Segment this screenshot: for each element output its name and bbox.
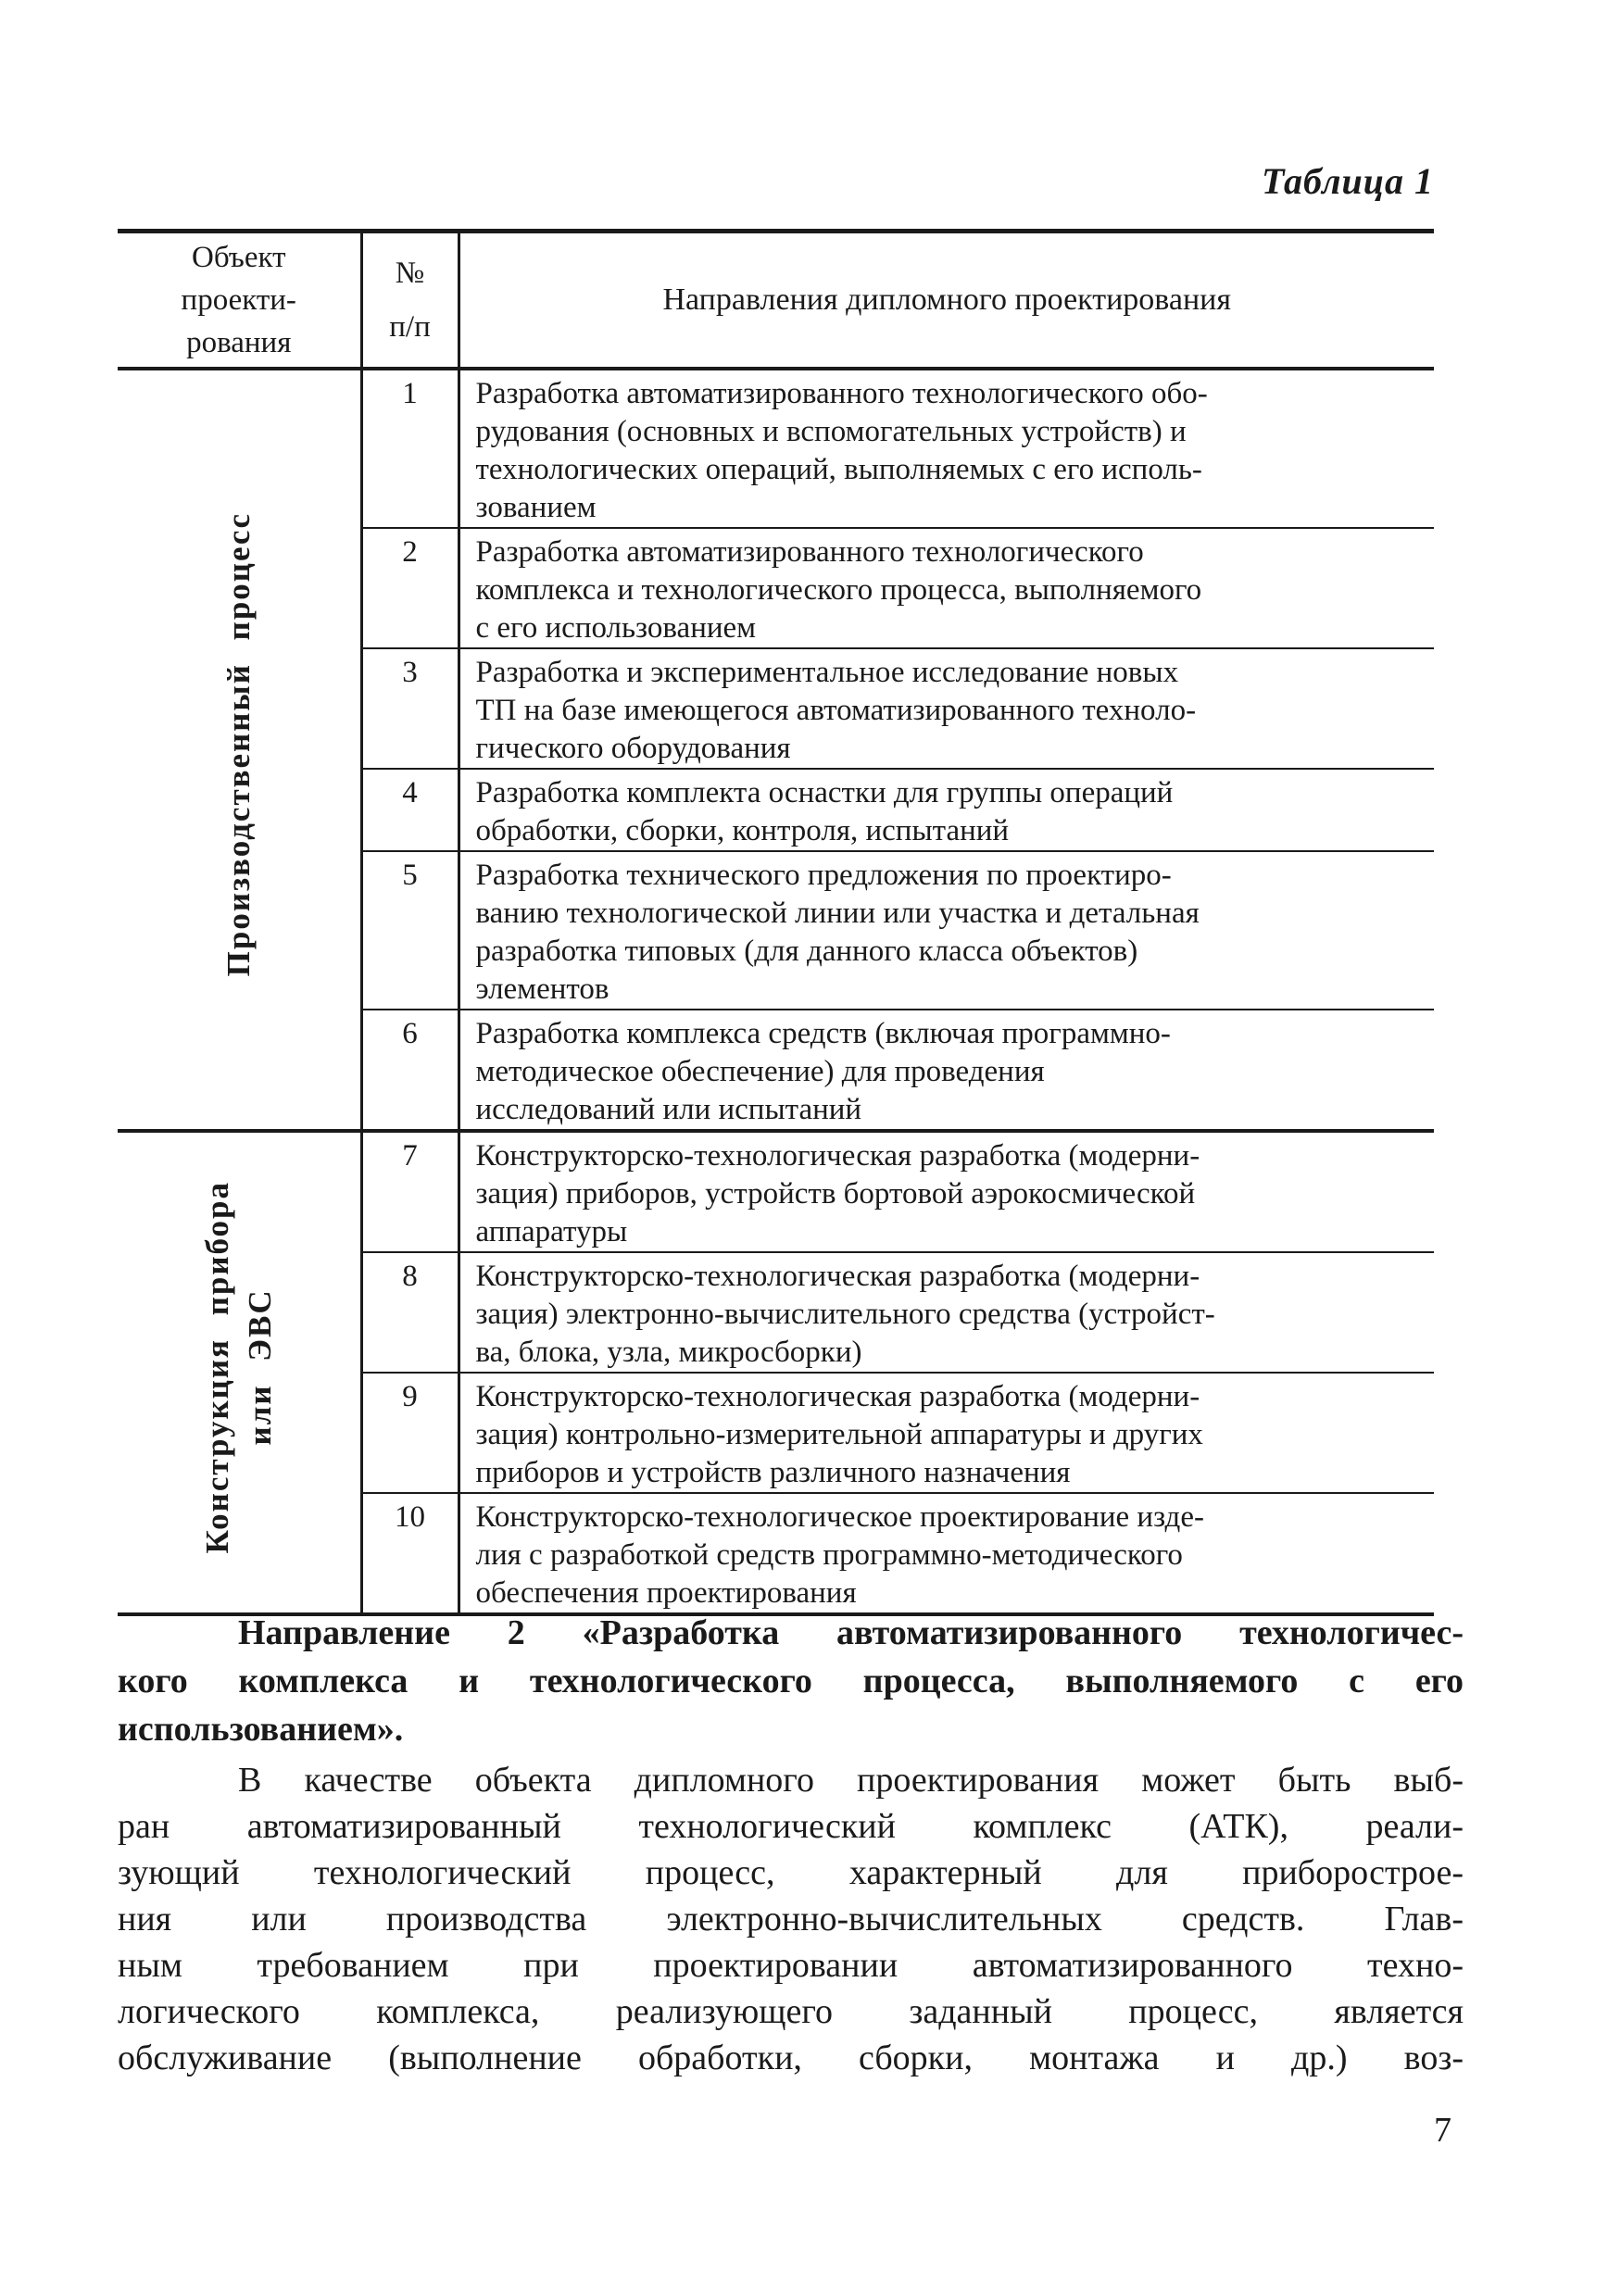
group-label-device-design-cell: Конструкция прибора или ЭВС <box>118 1128 363 1614</box>
table-row: Производственный процесс 1 Разработка ав… <box>118 368 1434 1131</box>
header-design-object: Объект проекти- рования <box>118 231 363 370</box>
row-number: 7 <box>361 1128 460 1252</box>
row-text: Конструкторско-технологическая разработк… <box>459 1371 1434 1493</box>
row-number: 8 <box>361 1250 460 1373</box>
bold-paragraph-line: использованием». <box>118 1710 404 1749</box>
row-text: Конструкторско-технологическая разработк… <box>459 1128 1434 1252</box>
row-number: 6 <box>361 1008 460 1131</box>
body-paragraph-line: ран автоматизированный технологический к… <box>118 1807 1464 1846</box>
table-row: 8 Конструкторско-технологическая разрабо… <box>118 1250 1434 1373</box>
row-number: 2 <box>361 526 460 648</box>
group-label-device-design: Конструкция прибора или ЭВС <box>198 1180 278 1554</box>
row-number: 1 <box>361 368 460 528</box>
table-row: Конструкция прибора или ЭВС 7 Конструкто… <box>118 1128 1434 1614</box>
row-text: Конструкторско-технологическое проектиро… <box>459 1491 1434 1614</box>
body-paragraph-line: логического комплекса, реализующего зада… <box>118 1992 1464 2031</box>
body-paragraph-line: зующий технологический процесс, характер… <box>118 1853 1464 1892</box>
table-caption: Таблица 1 <box>1262 160 1434 202</box>
row-number: 5 <box>361 849 460 1010</box>
body-paragraph-line: ным требованием при проектировании автом… <box>118 1946 1464 1985</box>
row-text: Разработка технического предложения по п… <box>459 849 1434 1010</box>
header-row-number: № п/п <box>361 231 460 370</box>
table-row: 5 Разработка технического предложения по… <box>118 849 1434 1010</box>
header-directions: Направления дипломного проектирования <box>459 231 1434 370</box>
row-text: Разработка автоматизированного технологи… <box>459 526 1434 648</box>
group-label-production-process-cell: Производственный процесс <box>118 368 363 1131</box>
group-label-production-process: Производственный процесс <box>220 511 257 977</box>
body-paragraph-line: В качестве объекта дипломного проектиров… <box>238 1761 1464 1800</box>
row-number: 9 <box>361 1371 460 1493</box>
row-text: Разработка и экспериментальное исследова… <box>459 646 1434 769</box>
row-text: Конструкторско-технологическая разработк… <box>459 1250 1434 1373</box>
bold-paragraph-line: Направление 2 «Разработка автоматизирова… <box>238 1613 1464 1652</box>
table-row: 4 Разработка комплекта оснастки для груп… <box>118 767 1434 851</box>
row-text: Разработка автоматизированного технологи… <box>475 376 1208 524</box>
body-paragraph-line: ния или производства электронно-вычислит… <box>118 1900 1464 1938</box>
row-number: 4 <box>361 767 460 851</box>
table-row: 3 Разработка и экспериментальное исследо… <box>118 646 1434 769</box>
row-number: 3 <box>361 646 460 769</box>
body-paragraph-line: обслуживание (выполнение обработки, сбор… <box>118 2039 1464 2077</box>
body-text: Направление 2 «Разработка автоматизирова… <box>118 1609 1464 2081</box>
table-row: 6 Разработка комплекса средств (включая … <box>118 1008 1434 1131</box>
row-text: Разработка комплекта оснастки для группы… <box>459 767 1434 851</box>
diploma-directions-table: Объект проекти- рования № п/п Направлени… <box>118 229 1434 1616</box>
page-number: 7 <box>1434 2111 1451 2150</box>
table-header-row: Объект проекти- рования № п/п Направлени… <box>118 231 1434 370</box>
table-row: 9 Конструкторско-технологическая разрабо… <box>118 1371 1434 1493</box>
bold-paragraph-line: кого комплекса и технологического процес… <box>118 1662 1464 1700</box>
table-row: 10 Конструкторско-технологическое проект… <box>118 1491 1434 1614</box>
row-number: 10 <box>361 1491 460 1614</box>
row-text: Разработка комплекса средств (включая пр… <box>459 1008 1434 1131</box>
table-row: 2 Разработка автоматизированного техноло… <box>118 526 1434 648</box>
